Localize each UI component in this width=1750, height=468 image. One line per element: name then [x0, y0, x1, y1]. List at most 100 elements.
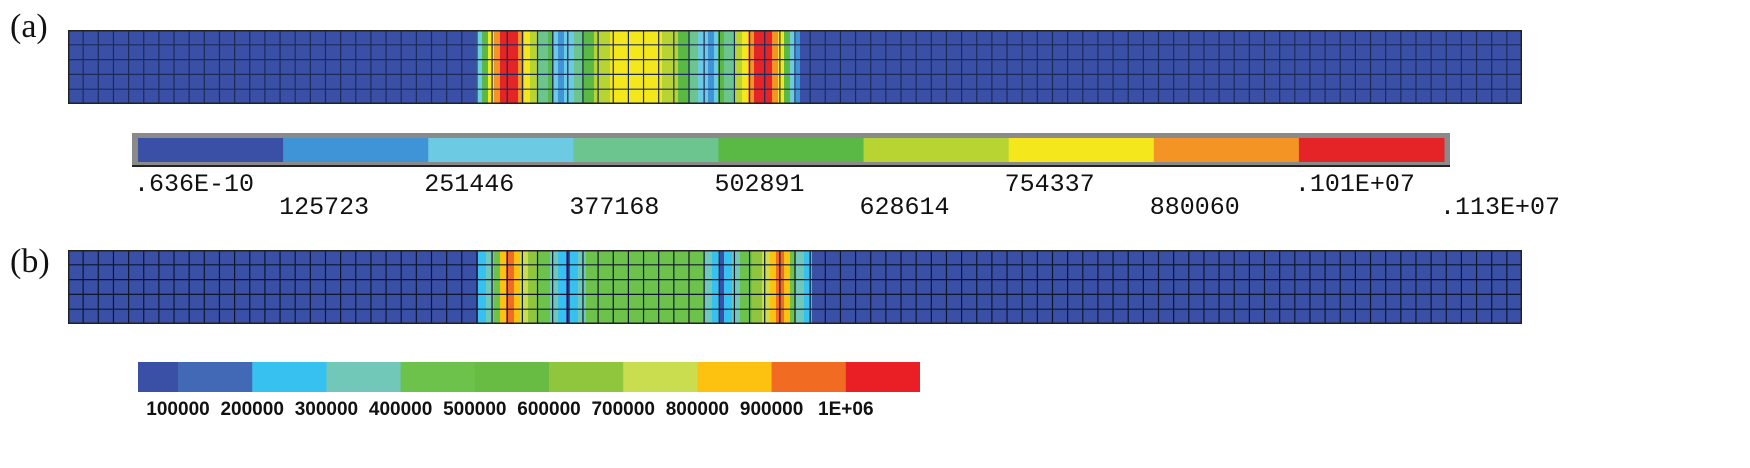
mesh-field-band	[520, 250, 528, 324]
mesh-field-band	[610, 30, 662, 104]
legend-a-tick-label: .636E-10	[134, 170, 255, 199]
mesh-field-band	[574, 30, 582, 104]
mesh-field-band	[772, 30, 778, 104]
legend-a-swatch	[138, 138, 284, 162]
mesh-field-band	[790, 250, 796, 324]
legend-b-tick-label: 800000	[665, 399, 730, 420]
mesh-field-band	[778, 30, 784, 104]
legend-b-tick-label: 100000	[146, 399, 210, 420]
mesh-field-band	[494, 250, 500, 324]
mesh-field-band	[784, 250, 790, 324]
mesh-field-band	[558, 250, 566, 324]
mesh-grid-lines	[68, 250, 1522, 324]
legend-a-tick-label: 628614	[859, 193, 950, 222]
mesh-field-band	[506, 250, 514, 324]
legend-b-tick-label: 500000	[443, 399, 507, 420]
legend-a	[132, 133, 1450, 167]
mesh-field-band	[724, 30, 734, 104]
legend-a-tick-label: 251446	[424, 170, 515, 199]
legend-b	[138, 362, 920, 392]
legend-a-tick-label: 880060	[1149, 193, 1240, 222]
legend-a-swatch	[863, 138, 1010, 162]
legend-a-swatch	[428, 138, 574, 162]
legend-b-swatch	[697, 362, 773, 392]
legend-a-swatch	[1153, 138, 1300, 162]
mesh-field-band	[748, 30, 754, 104]
mesh-field-band	[524, 30, 530, 104]
legend-a-tick-label: .101E+07	[1294, 170, 1415, 199]
mesh-field-band	[582, 30, 594, 104]
legend-b-tick-label: 700000	[591, 399, 655, 420]
mesh-field-band	[734, 30, 742, 104]
legend-a-swatch	[283, 138, 429, 162]
mesh-field-band	[500, 250, 506, 324]
mesh-field-band	[550, 250, 558, 324]
mesh-field-band	[488, 30, 494, 104]
mesh-field-band	[718, 30, 724, 104]
mesh-b-grid	[68, 250, 1522, 324]
mesh-field-band	[530, 30, 538, 104]
legend-b-tick-label: 300000	[294, 399, 359, 420]
legend-b-tick-label: 900000	[739, 399, 804, 420]
mesh-b	[68, 250, 1522, 324]
mesh-field-band	[500, 30, 518, 104]
mesh-field-band	[796, 30, 800, 104]
legend-b-tick-label: 600000	[517, 399, 581, 420]
mesh-field-band	[752, 250, 762, 324]
mesh-border	[68, 30, 1522, 104]
mesh-field-band	[662, 30, 678, 104]
mesh-field-band	[554, 30, 558, 104]
legend-b-tick-label: 400000	[368, 399, 433, 420]
legend-b-tick-label: 1E+06	[818, 399, 874, 420]
legend-b-swatch	[178, 362, 253, 392]
mesh-field-band	[558, 30, 564, 104]
panel-a-label: (a)	[10, 8, 48, 45]
panel-b-label: (b)	[10, 243, 50, 280]
mesh-field-band	[528, 250, 538, 324]
mesh-field-band	[742, 30, 748, 104]
legend-b-swatch	[252, 362, 327, 392]
mesh-field-band	[740, 250, 752, 324]
mesh-field-band	[714, 30, 718, 104]
legend-a-tick-label: .113E+07	[1440, 193, 1561, 222]
mesh-field-band	[578, 250, 586, 324]
legend-b-swatch	[400, 362, 476, 392]
mesh-border	[68, 250, 1522, 324]
legend-b-swatch	[326, 362, 402, 392]
mesh-field-band	[732, 250, 740, 324]
mesh-field-band	[586, 250, 704, 324]
legend-b-swatch	[474, 362, 550, 392]
legend-a-swatch	[718, 138, 865, 162]
mesh-field-band	[796, 250, 804, 324]
mesh-field-band	[494, 30, 500, 104]
legend-a-tick-label: 377168	[569, 193, 660, 222]
mesh-field-band	[754, 30, 772, 104]
legend-b-tick-label: 200000	[220, 399, 284, 420]
mesh-field-band	[570, 250, 578, 324]
mesh-a-grid	[68, 30, 1522, 104]
mesh-field-band	[678, 30, 690, 104]
mesh-field-band	[762, 250, 770, 324]
legend-a-tick-label: 125723	[279, 193, 370, 222]
legend-a-colorbar	[132, 133, 1450, 167]
legend-b-swatch	[549, 362, 624, 392]
legend-a-swatch	[573, 138, 719, 162]
mesh-field-band	[790, 30, 796, 104]
mesh-field-band	[518, 30, 524, 104]
mesh-field-band	[690, 30, 698, 104]
mesh-field-band	[482, 30, 488, 104]
legend-a-swatch	[1008, 138, 1155, 162]
mesh-field-band	[548, 30, 554, 104]
legend-b-swatch	[845, 362, 920, 392]
mesh-a	[68, 30, 1522, 104]
legend-a-tick-label: 502891	[714, 170, 805, 199]
mesh-field-band	[594, 30, 610, 104]
legend-b-colorbar	[138, 362, 920, 392]
mesh-field-band	[698, 30, 708, 104]
mesh-field-band	[704, 250, 712, 324]
mesh-field-band	[724, 250, 732, 324]
mesh-grid-lines	[68, 30, 1522, 104]
mesh-field-band	[720, 250, 724, 324]
mesh-field-band	[476, 30, 482, 104]
legend-a-swatch	[1298, 138, 1445, 162]
